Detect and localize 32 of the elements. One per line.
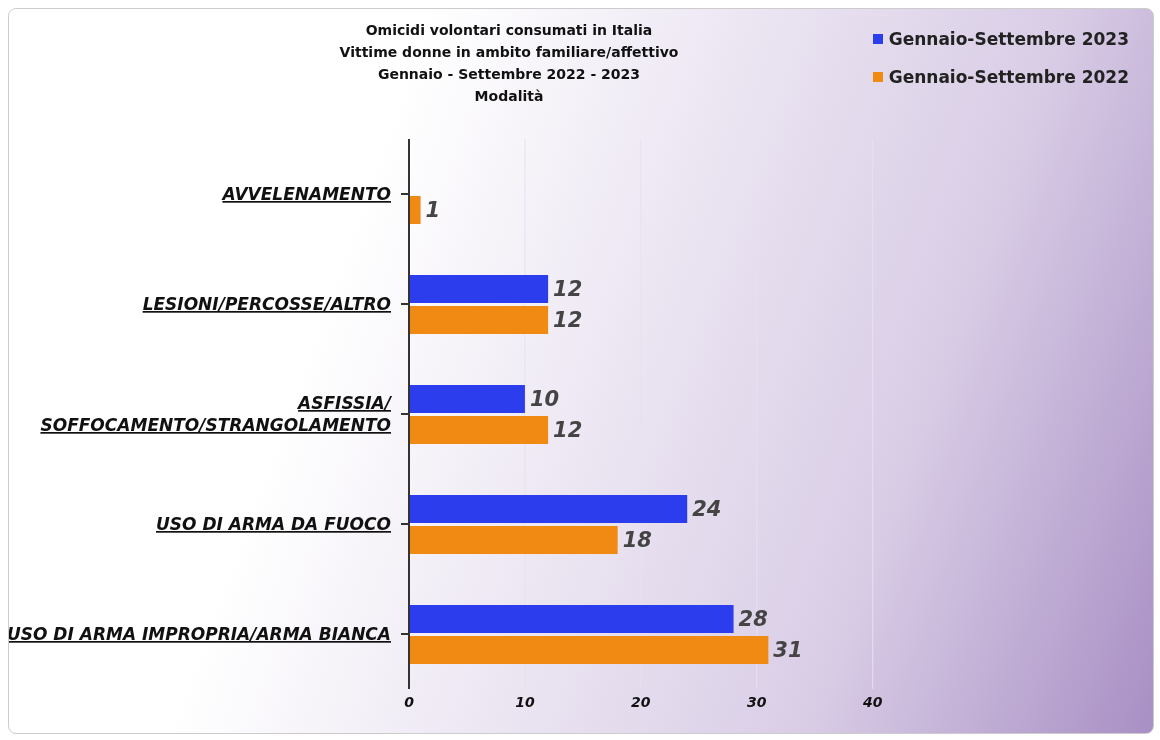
x-tick-label: 40: [861, 693, 883, 710]
data-label: 12: [553, 418, 583, 443]
data-label: 1: [425, 198, 441, 223]
data-label: 18: [622, 528, 652, 553]
bar: [409, 636, 769, 664]
y-tick-label: ASFISSIA/ SOFFOCAMENTO/STRANGOLAMENTO: [40, 393, 393, 435]
y-tick-label: USO DI ARMA IMPROPRIA/ARMA BIANCA: [6, 624, 391, 644]
legend-label: Gennaio-Settembre 2022: [887, 67, 1129, 87]
data-label: 12: [553, 277, 583, 302]
bar: [409, 526, 618, 554]
data-label: 28: [738, 607, 768, 632]
x-tick-label: 20: [631, 693, 651, 710]
chart-subtitle: Vittime donne in ambito familiare/affettivo Gennaio - Settembre 2022 - 2023 Modalità: [339, 44, 679, 104]
data-label: 10: [529, 387, 560, 412]
data-label: 12: [553, 308, 583, 333]
y-tick-label: LESIONI/PERCOSSE/ALTRO: [142, 294, 391, 314]
bar: [409, 275, 549, 303]
legend-label: Gennaio-Settembre 2023: [887, 29, 1129, 49]
chart-title: Omicidi volontari consumati in Italia: [365, 22, 653, 38]
x-tick-label: 30: [747, 693, 767, 710]
x-tick-label: 10: [515, 693, 535, 710]
bar: [409, 306, 549, 334]
x-tick-label: 0: [404, 693, 415, 710]
y-tick-label: AVVELENAMENTO: [220, 184, 391, 204]
y-tick-label: USO DI ARMA DA FUOCO: [156, 514, 391, 534]
data-label: 24: [692, 497, 722, 522]
data-label: 31: [773, 638, 803, 663]
bar: [409, 196, 421, 224]
bar: [409, 416, 549, 444]
bar: [409, 495, 688, 523]
bar: [409, 605, 734, 633]
bar: [409, 385, 525, 413]
